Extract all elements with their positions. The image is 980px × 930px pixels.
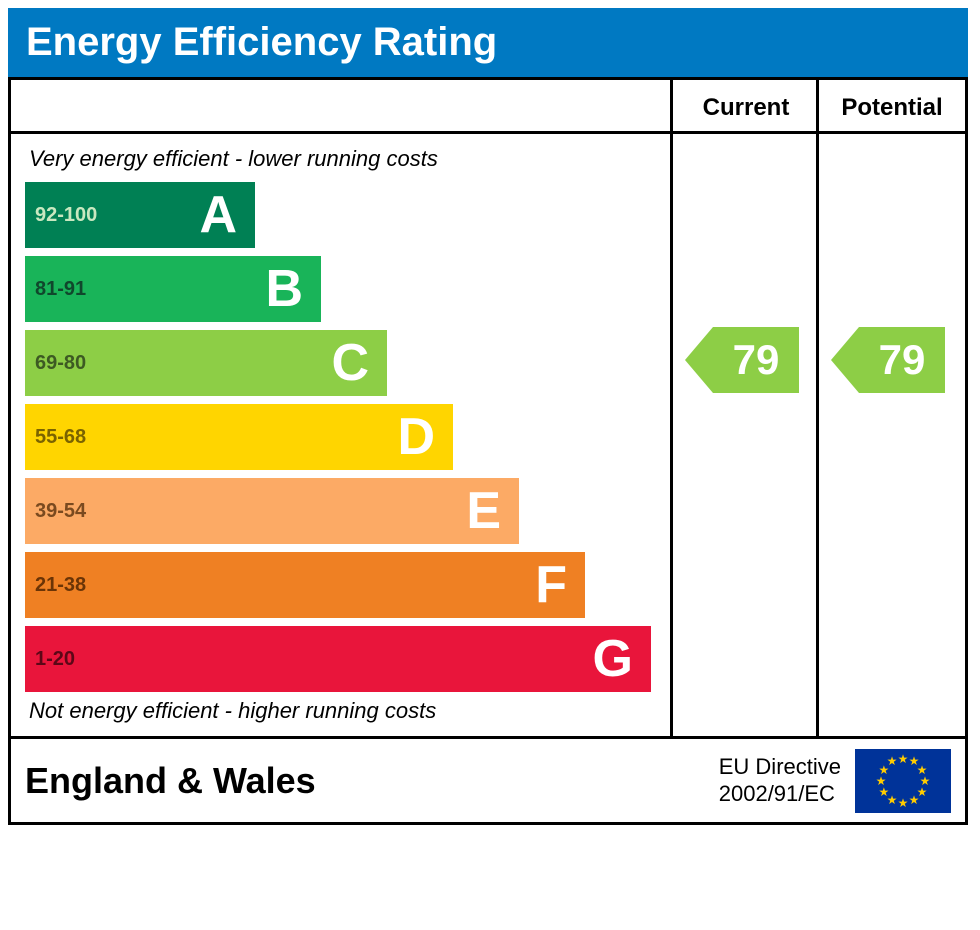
band-letter-d: D [397,407,453,467]
caption-top: Very energy efficient - lower running co… [11,144,670,178]
bars-body: Very energy efficient - lower running co… [11,134,670,736]
band-row-f: 21-38F [11,548,670,622]
eu-star: ★ [898,796,909,810]
chart-title: Energy Efficiency Rating [26,20,497,64]
footer: England & Wales EU Directive 2002/91/EC … [11,736,965,822]
current-rating-arrow-tip [685,327,713,393]
band-range-e: 39-54 [25,500,466,523]
epc-chart: Energy Efficiency Rating Very energy eff… [8,8,968,825]
eu-star: ★ [898,752,909,766]
potential-column: Potential 79 [819,80,965,736]
eu-flag-icon: ★★★★★★★★★★★★ [855,749,951,813]
band-bar-b: 81-91B [25,256,321,322]
band-letter-f: F [535,555,585,615]
band-bar-g: 1-20G [25,626,651,692]
eu-star: ★ [887,754,898,768]
bars-header-spacer [11,80,670,134]
current-rating-arrow: 79 [685,327,799,393]
band-letter-a: A [199,185,255,245]
potential-rating-arrow: 79 [831,327,945,393]
band-letter-b: B [265,259,321,319]
band-range-a: 92-100 [25,204,199,227]
directive-line-1: EU Directive [719,754,841,780]
band-range-f: 21-38 [25,574,535,597]
bars-area: Very energy efficient - lower running co… [11,80,673,736]
current-column-body: 79 [673,134,816,736]
potential-rating-arrow-value: 79 [859,327,945,393]
band-range-c: 69-80 [25,352,331,375]
band-row-e: 39-54E [11,474,670,548]
band-letter-e: E [466,481,519,541]
potential-header: Potential [819,80,965,134]
potential-rating-arrow-tip [831,327,859,393]
band-bar-f: 21-38F [25,552,585,618]
eu-star: ★ [909,793,920,807]
band-row-g: 1-20G [11,622,670,696]
band-letter-g: G [593,629,651,689]
band-row-a: 92-100A [11,178,670,252]
band-range-d: 55-68 [25,426,397,449]
band-range-b: 81-91 [25,278,265,301]
band-letter-c: C [331,333,387,393]
band-row-d: 55-68D [11,400,670,474]
directive-line-2: 2002/91/EC [719,781,841,807]
band-bar-c: 69-80C [25,330,387,396]
current-header: Current [673,80,819,134]
band-bar-a: 92-100A [25,182,255,248]
band-row-c: 69-80C [11,326,670,400]
main-frame: Very energy efficient - lower running co… [8,77,968,825]
potential-column-body: 79 [819,134,965,736]
band-bar-e: 39-54E [25,478,519,544]
current-column: Current 79 [673,80,819,736]
caption-bottom: Not energy efficient - higher running co… [11,696,670,730]
band-bar-d: 55-68D [25,404,453,470]
top-section: Very energy efficient - lower running co… [11,80,965,736]
footer-directive: EU Directive 2002/91/EC [719,754,841,807]
footer-region: England & Wales [25,760,719,802]
title-bar: Energy Efficiency Rating [8,8,968,77]
current-rating-arrow-value: 79 [713,327,799,393]
bars-holder: 92-100A 81-91B 69-80C 55-68D 39-54E 21-38F 1-2… [11,178,670,696]
band-range-g: 1-20 [25,648,593,671]
band-row-b: 81-91B [11,252,670,326]
